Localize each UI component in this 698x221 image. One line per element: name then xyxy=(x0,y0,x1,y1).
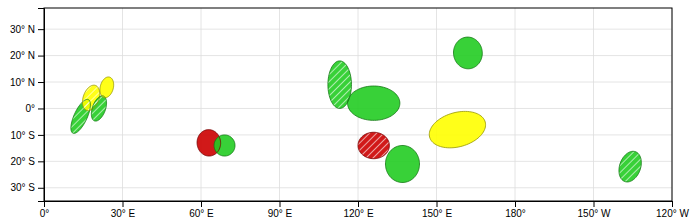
grid-line-x xyxy=(201,8,202,201)
ellipse-edge xyxy=(91,96,106,121)
tick-label: 180° xyxy=(505,208,526,219)
tick-label: 30° E xyxy=(111,208,136,219)
ellipse xyxy=(429,111,485,147)
ellipse xyxy=(385,145,419,182)
ellipse xyxy=(214,135,235,156)
x-axis: 0° 30° E 60° E 90° E 120° E 150° E 180° 150° W 1… xyxy=(40,201,690,219)
tick: 30° E xyxy=(111,201,136,219)
tick: 150° W xyxy=(578,201,611,219)
tick: 90° E xyxy=(268,201,293,219)
tick-label: 0° xyxy=(40,208,50,219)
grid-line-x xyxy=(436,8,437,201)
ellipse-edge xyxy=(82,85,99,110)
ellipse-edge xyxy=(348,86,400,120)
tick-label: 10° S xyxy=(10,130,35,141)
ellipse-edge xyxy=(429,111,485,147)
tick-label: 150° E xyxy=(422,208,452,219)
tick-label: 30° N xyxy=(10,24,35,35)
ellipse xyxy=(619,151,641,182)
grid-line-y xyxy=(44,29,672,30)
ellipse-hatch xyxy=(358,132,389,158)
grid-line-x xyxy=(279,8,280,201)
plot-frame xyxy=(44,8,672,201)
tick-mark xyxy=(38,135,44,136)
tick-label: 120° W xyxy=(656,208,689,219)
tick-label: 150° W xyxy=(578,208,611,219)
tick-mark xyxy=(358,201,359,207)
tick-mark xyxy=(38,82,44,83)
ellipse-edges xyxy=(71,37,641,182)
tick: 30° S xyxy=(10,182,44,193)
tick-mark xyxy=(515,201,516,207)
tick-mark xyxy=(38,188,44,189)
tick-mark xyxy=(672,201,673,207)
grid-line-y xyxy=(44,187,672,188)
tick: 0° xyxy=(40,201,50,219)
grid-line-y xyxy=(44,55,672,56)
tick: 150° E xyxy=(422,201,452,219)
tick-label: 0° xyxy=(25,103,35,114)
grid-line-x xyxy=(122,8,123,201)
marks xyxy=(71,37,641,182)
tick-label: 60° E xyxy=(189,208,214,219)
tick: 10° S xyxy=(10,130,44,141)
ellipse-hatches xyxy=(71,61,641,182)
ellipse-edge xyxy=(385,145,419,182)
ellipse-edge xyxy=(197,130,221,156)
tick-mark xyxy=(38,161,44,162)
ellipse-edge xyxy=(100,77,114,98)
ellipse-edge xyxy=(454,37,483,69)
tick: 60° E xyxy=(189,201,214,219)
tick-mark xyxy=(201,201,202,207)
grid-line-x xyxy=(515,8,516,201)
ellipse-edge xyxy=(358,132,389,158)
tick-mark xyxy=(38,108,44,109)
ellipse-edge xyxy=(71,99,91,133)
tick-label: 20° S xyxy=(10,156,35,167)
grid-line-y xyxy=(44,134,672,135)
ellipse xyxy=(358,132,389,158)
ellipse-edge xyxy=(619,151,641,182)
tick-mark xyxy=(437,201,438,207)
tick-label: 90° E xyxy=(268,208,293,219)
ellipse-hatch xyxy=(619,151,641,182)
grid-line-y xyxy=(44,161,672,162)
grid xyxy=(44,8,672,201)
grid-line-x xyxy=(593,8,594,201)
axis-line xyxy=(45,202,673,208)
tick-label: 120° E xyxy=(343,208,373,219)
tick: 0° xyxy=(25,103,44,114)
tick: 120° W xyxy=(656,201,689,219)
tick-mark xyxy=(123,201,124,207)
ellipse xyxy=(454,37,483,69)
tick: 20° S xyxy=(10,156,44,167)
tick-mark xyxy=(280,201,281,207)
tick: 180° xyxy=(505,201,526,219)
tick: 30° N xyxy=(10,24,44,35)
tick-mark xyxy=(38,29,44,30)
tick-mark xyxy=(38,56,44,57)
tick-mark xyxy=(594,201,595,207)
chart: 0° 30° E 60° E 90° E 120° E 150° E 180° 150° W 1… xyxy=(0,0,698,221)
tick-label: 20° N xyxy=(10,50,35,61)
ellipse-edge xyxy=(214,135,235,156)
ellipse xyxy=(100,77,114,98)
tick: 10° N xyxy=(10,77,44,88)
tick-label: 10° N xyxy=(10,77,35,88)
ellipse xyxy=(348,86,400,120)
tick-label: 30° S xyxy=(10,182,35,193)
tick: 120° E xyxy=(343,201,373,219)
y-axis: 30° S 20° S 10° S 0° 10° N 20° N 30° N xyxy=(10,9,45,202)
tick: 20° N xyxy=(10,50,44,61)
ellipse-fills xyxy=(71,37,641,182)
axis-line xyxy=(38,9,45,202)
grid-line-y xyxy=(44,82,672,83)
